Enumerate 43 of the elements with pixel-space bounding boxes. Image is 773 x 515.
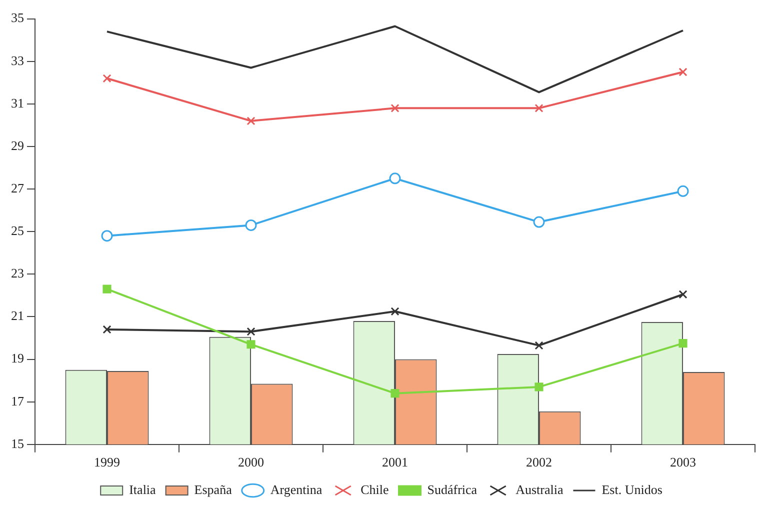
point <box>102 284 112 294</box>
x-tick-label: 2002 <box>526 454 552 470</box>
y-tick-label: 25 <box>11 223 24 238</box>
y-tick-label: 17 <box>11 393 24 408</box>
point <box>677 185 689 197</box>
y-tick-label: 19 <box>11 350 24 366</box>
point <box>678 68 688 76</box>
point <box>246 327 256 336</box>
legend-label: Australia <box>516 482 564 497</box>
legend-label: España <box>194 482 232 497</box>
point <box>534 341 544 350</box>
y-tick-label: 35 <box>11 10 24 26</box>
x-tick-label: 2000 <box>238 454 264 470</box>
y-tick-label: 15 <box>11 436 24 451</box>
legend-label: Italia <box>129 482 156 497</box>
point <box>390 389 400 398</box>
point <box>246 340 256 349</box>
legend-label: Argentina <box>270 482 322 497</box>
y-tick-label: 29 <box>11 138 24 153</box>
x-tick-label: 2003 <box>670 454 696 470</box>
point <box>102 325 112 334</box>
point <box>533 216 545 228</box>
x-tick-label: 1999 <box>94 454 120 470</box>
point <box>245 219 257 231</box>
legend-label: Est. Unidos <box>602 482 662 497</box>
y-tick-label: 21 <box>11 308 24 324</box>
point <box>390 307 400 316</box>
point <box>678 339 688 348</box>
point <box>390 104 400 112</box>
point <box>101 230 113 242</box>
point <box>678 290 688 299</box>
y-tick-label: 33 <box>11 52 24 68</box>
y-tick-label: 27 <box>11 180 24 196</box>
legend-label: Sudáfrica <box>427 482 478 497</box>
point <box>534 382 544 392</box>
point <box>534 104 544 112</box>
x-tick-label: 2001 <box>382 454 408 470</box>
legend-label: Chile <box>360 482 389 497</box>
y-tick-label: 23 <box>11 266 24 281</box>
point <box>389 172 401 184</box>
y-tick-label: 31 <box>11 95 24 110</box>
point <box>246 116 256 126</box>
point <box>102 74 112 83</box>
